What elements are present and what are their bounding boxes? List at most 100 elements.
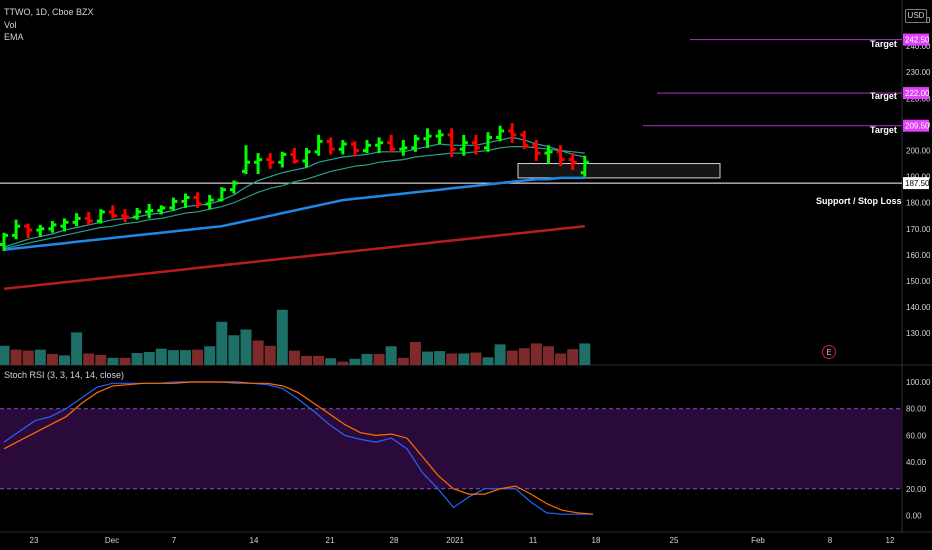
time-tick: 25: [670, 536, 679, 545]
time-tick: Dec: [105, 536, 119, 545]
price-tick: 240.00: [906, 42, 931, 51]
rsi-tick: 20.00: [906, 485, 927, 494]
volume-bar: [470, 352, 482, 365]
volume-bar: [228, 335, 240, 365]
volume-bar: [567, 349, 579, 365]
volume-bar: [10, 349, 22, 365]
volume-bar: [34, 349, 46, 365]
price-tick: 190.00: [906, 173, 931, 182]
stoch-rsi-panel: 100.00 80.00 60.00 40.00 20.00 0.00: [0, 378, 931, 521]
time-axis[interactable]: 23 Dec 7 14 21 28 2021 11 18 25 Feb 8 12: [0, 531, 932, 545]
time-tick: 14: [250, 536, 259, 545]
volume-bar: [240, 329, 252, 365]
rsi-tick: 100.00: [906, 378, 931, 387]
price-label-badge: [903, 177, 929, 190]
rsi-tick: 40.00: [906, 458, 927, 467]
volume-bar: [0, 345, 10, 365]
volume-bar: [119, 357, 131, 365]
volume-bar: [288, 350, 300, 365]
symbol-title: TTWO, 1D, Cboe BZX: [4, 7, 94, 17]
time-tick: Feb: [751, 536, 765, 545]
volume-bar: [192, 349, 204, 365]
volume-bar: [313, 355, 325, 365]
volume-bar: [337, 361, 349, 365]
candles: [0, 123, 589, 251]
time-tick: 12: [886, 536, 895, 545]
volume-bar: [579, 343, 591, 365]
price-tick: 140.00: [906, 303, 931, 312]
volume-bar: [107, 357, 119, 365]
entry-zone-box[interactable]: [517, 163, 721, 179]
rsi-k-line: [3, 381, 593, 515]
price-label-badge: [903, 33, 929, 46]
volume-bar: [71, 332, 83, 365]
price-axis[interactable]: 250.00240.00230.00220.00210.00200.00190.…: [903, 16, 931, 338]
price-tick: 160.00: [906, 251, 931, 260]
time-tick: 8: [828, 536, 833, 545]
volume-bar: [252, 340, 264, 365]
price-tick: 200.00: [906, 147, 931, 156]
volume-bar: [143, 352, 155, 365]
volume-bar: [46, 353, 58, 365]
volume-bar: [264, 345, 276, 365]
rsi-band: [0, 408, 902, 489]
target-label-3: Target: [870, 125, 897, 135]
price-tick: 130.00: [906, 329, 931, 338]
volume-legend: Vol: [4, 20, 17, 30]
volume-bars: [0, 309, 591, 365]
price-label: 209.50: [905, 122, 930, 131]
price-label-badge: [903, 119, 929, 132]
volume-bar: [530, 343, 542, 365]
volume-bar: [518, 348, 530, 365]
ema-legend: EMA: [4, 32, 24, 42]
time-tick: 18: [592, 536, 601, 545]
volume-bar: [458, 353, 470, 365]
currency-badge[interactable]: USD: [905, 9, 927, 23]
volume-bar: [83, 353, 95, 365]
support-label: Support / Stop Loss: [816, 196, 902, 206]
price-label: 242.50: [905, 36, 930, 45]
volume-bar: [180, 350, 191, 365]
volume-bar: [349, 358, 361, 365]
volume-bar: [543, 346, 554, 365]
price-tick: 230.00: [906, 68, 931, 77]
volume-bar: [22, 350, 34, 365]
volume-bar: [555, 353, 567, 365]
ema-long-line: [3, 176, 585, 251]
rsi-tick: 0.00: [906, 512, 922, 521]
price-tick: 180.00: [906, 199, 931, 208]
volume-bar: [397, 357, 409, 365]
price-tick: 170.00: [906, 225, 931, 234]
volume-bar: [434, 351, 446, 365]
rsi-tick: 60.00: [906, 431, 927, 440]
price-label: 222.00: [905, 89, 930, 98]
price-label-badge: [903, 87, 929, 100]
volume-bar: [482, 357, 494, 365]
volume-bar: [167, 350, 179, 365]
earnings-marker[interactable]: E: [822, 345, 836, 359]
volume-bar: [373, 353, 385, 365]
volume-bar: [361, 353, 373, 365]
volume-bar: [301, 355, 312, 365]
volume-bar: [385, 346, 397, 365]
price-label: 187.50: [905, 179, 930, 188]
time-tick: 2021: [446, 536, 464, 545]
time-tick: 21: [326, 536, 335, 545]
volume-bar: [95, 354, 107, 365]
time-tick: 23: [30, 536, 39, 545]
time-tick: 28: [390, 536, 399, 545]
time-tick: 11: [529, 536, 538, 545]
volume-bar: [409, 341, 421, 365]
target-label-2: Target: [870, 91, 897, 101]
ema-200-line: [3, 224, 585, 291]
volume-bar: [325, 358, 337, 365]
target-lines: [0, 38, 902, 184]
volume-bar: [216, 321, 228, 365]
volume-bar: [276, 309, 288, 365]
rsi-tick: 80.00: [906, 405, 927, 414]
volume-bar: [422, 351, 433, 365]
price-tick: 150.00: [906, 277, 931, 286]
volume-bar: [59, 355, 70, 365]
volume-bar: [494, 344, 506, 365]
